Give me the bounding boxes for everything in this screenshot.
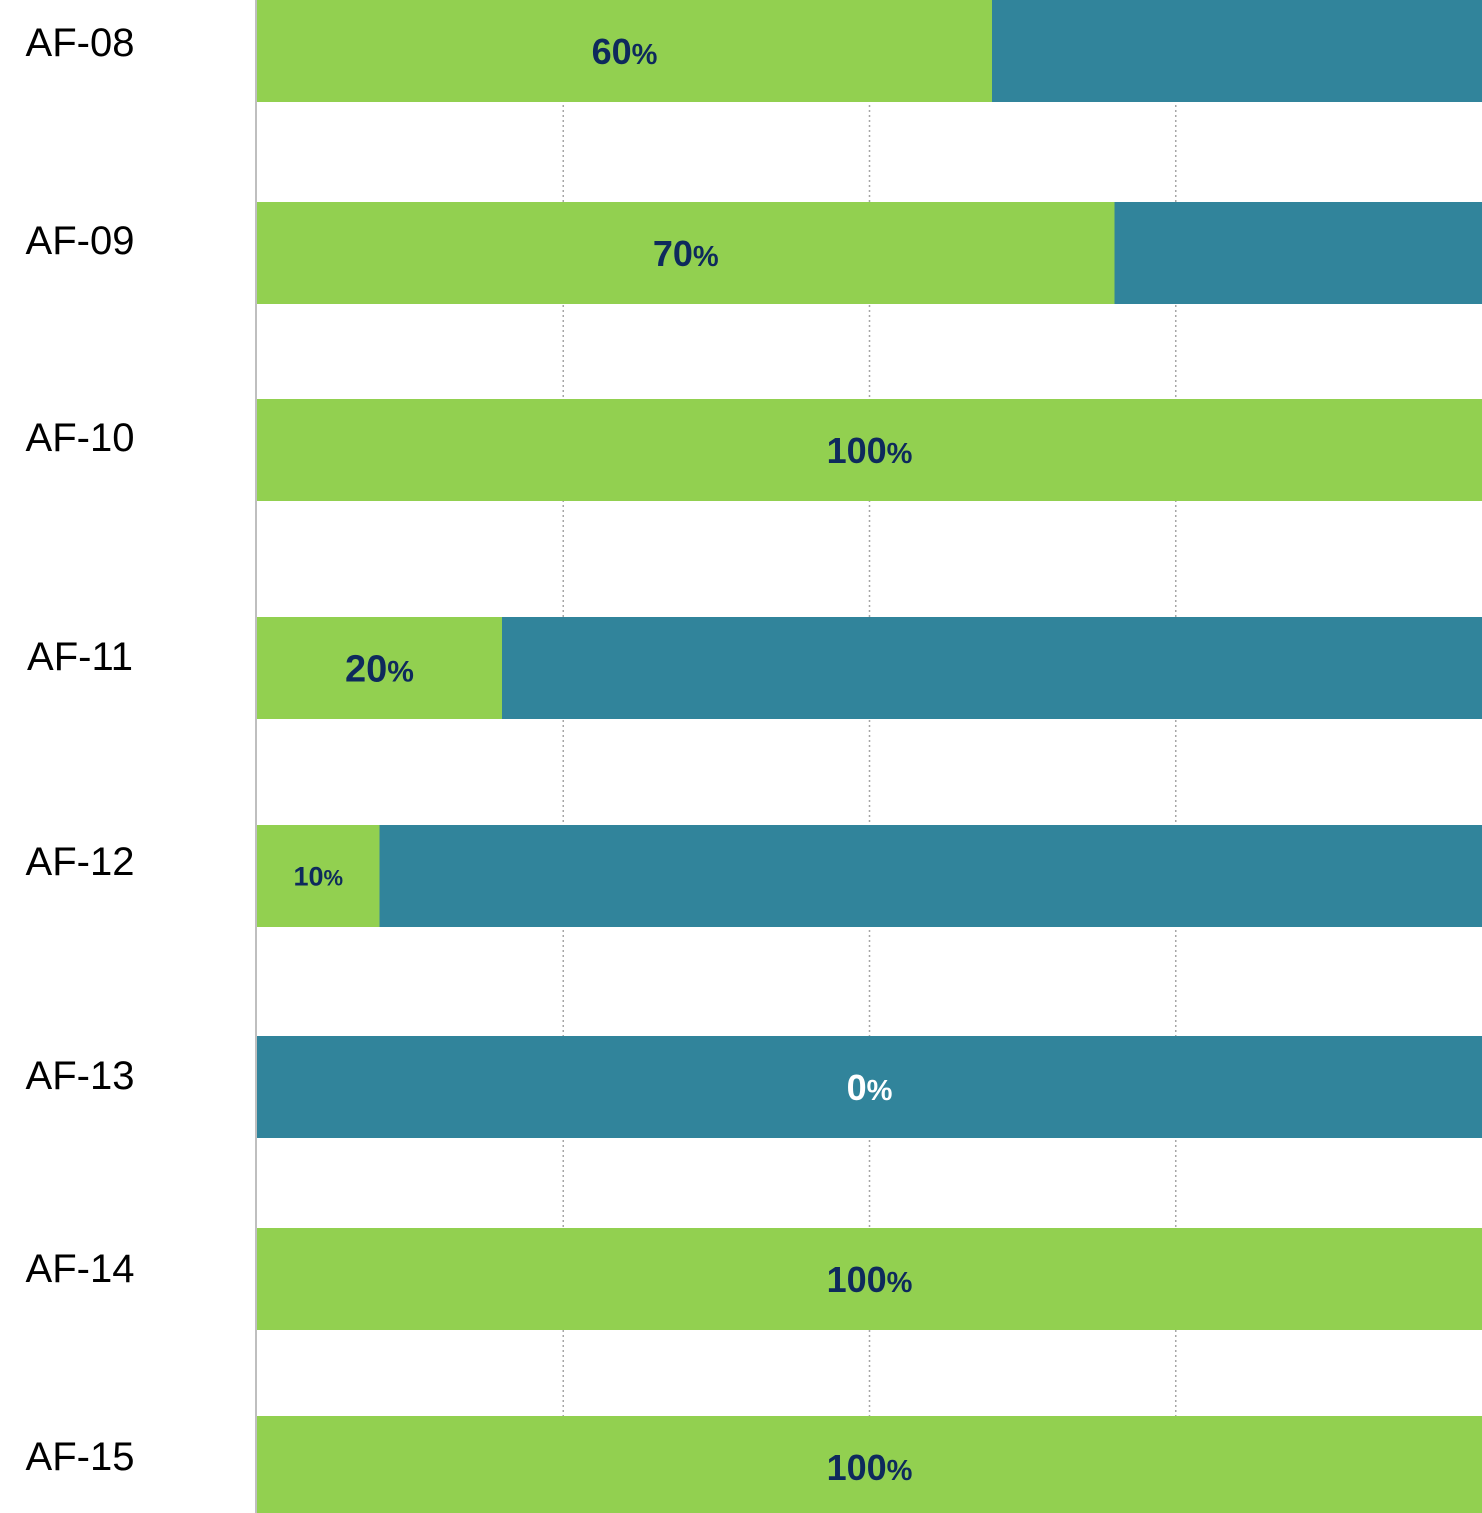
bar-segment-af-12-complete — [257, 825, 380, 927]
bar-segment-af-13-remaining — [257, 1036, 1482, 1138]
bar-segment-af-11-remaining — [502, 617, 1482, 719]
bar-segment-af-08-remaining — [992, 0, 1482, 102]
data-label-af-13: 0% — [847, 1067, 893, 1108]
category-label-af-11: AF-11 — [27, 635, 133, 679]
bar-segment-af-11-complete — [257, 617, 502, 719]
category-label-af-08: AF-08 — [26, 21, 135, 65]
data-label-af-15: 100% — [827, 1447, 913, 1488]
bar-segment-af-15-complete — [257, 1416, 1482, 1513]
row-labels: AF-08 AF-09 AF-10 AF-11 AF-12 AF-13 AF-14 AF-15 — [26, 21, 135, 1479]
data-label-af-12: 10% — [293, 862, 343, 892]
category-label-af-14: AF-14 — [26, 1247, 135, 1291]
bar-segment-af-10-complete — [257, 399, 1482, 501]
bars: 60% 70% 100% 20% 10% 0% 100% 100% — [257, 0, 1482, 1513]
category-label-af-10: AF-10 — [26, 416, 135, 460]
category-label-af-13: AF-13 — [26, 1054, 135, 1098]
category-label-af-12: AF-12 — [26, 840, 135, 884]
data-label-af-11: 20% — [345, 649, 414, 691]
bar-segment-af-14-complete — [257, 1228, 1482, 1330]
category-label-af-09: AF-09 — [26, 219, 135, 263]
bar-segment-af-08-complete — [257, 0, 992, 102]
data-label-af-14: 100% — [827, 1259, 913, 1300]
data-label-af-10: 100% — [827, 430, 913, 471]
bar-segment-af-12-remaining — [379, 825, 1482, 927]
data-label-af-08: 60% — [592, 31, 658, 72]
data-label-af-09: 70% — [653, 233, 719, 274]
bar-segment-af-09-remaining — [1114, 202, 1482, 304]
category-label-af-15: AF-15 — [26, 1435, 135, 1479]
bar-segment-af-09-complete — [257, 202, 1115, 304]
